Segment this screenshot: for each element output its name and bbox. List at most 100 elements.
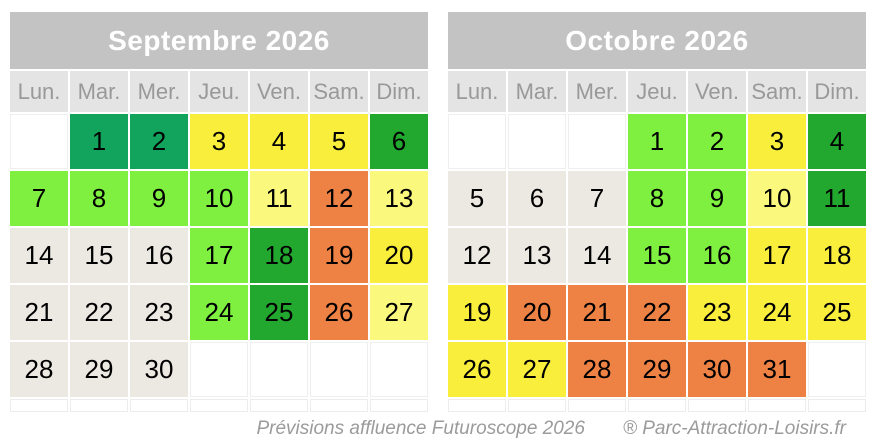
calendar-october: Octobre 2026 Lun. Mar. Mer. Jeu. Ven. Sam. Dim… [448,12,866,414]
spacer-cell [10,399,68,412]
spacer-cell [448,399,506,412]
calendar-day-cell: 22 [70,285,128,340]
calendar-day-cell: 16 [130,228,188,283]
calendar-day-cell: 12 [448,228,506,283]
spacer-cell [688,399,746,412]
calendar-week-row: 21 22 23 24 25 26 27 [10,285,428,340]
weekday-header-row: Lun. Mar. Mer. Jeu. Ven. Sam. Dim. [448,71,866,112]
calendar-day-cell: 15 [70,228,128,283]
calendar-day-cell: 2 [688,114,746,169]
calendar-day-cell: 23 [688,285,746,340]
calendar-week-row: 12 13 14 15 16 17 18 [448,228,866,283]
calendar-empty-cell [568,114,626,169]
weekday-header: Jeu. [190,71,248,112]
calendar-day-cell: 15 [628,228,686,283]
weekday-header: Mar. [70,71,128,112]
calendar-empty-cell [370,342,428,397]
calendar-day-cell: 21 [568,285,626,340]
calendar-day-cell: 9 [688,171,746,226]
calendar-week-row: 19 20 21 22 23 24 25 [448,285,866,340]
weekday-header: Mer. [568,71,626,112]
calendar-day-cell: 7 [568,171,626,226]
calendar-day-cell: 19 [310,228,368,283]
calendar-day-cell: 28 [10,342,68,397]
calendar-bottom-spacer-row [10,399,428,412]
calendar-day-cell: 6 [370,114,428,169]
calendar-week-row: 28 29 30 [10,342,428,397]
spacer-cell [310,399,368,412]
spacer-cell [190,399,248,412]
calendar-grid-september: 1 2 3 4 5 6 7 8 9 10 11 12 13 14 15 16 17 18 19 20 21 22 23 24 2… [10,114,428,397]
calendar-day-cell: 20 [508,285,566,340]
calendar-day-cell: 11 [250,171,308,226]
calendar-day-cell: 25 [250,285,308,340]
weekday-header: Jeu. [628,71,686,112]
calendar-day-cell: 8 [70,171,128,226]
calendar-day-cell: 4 [250,114,308,169]
spacer-cell [628,399,686,412]
calendar-day-cell: 26 [448,342,506,397]
calendar-day-cell: 11 [808,171,866,226]
calendar-day-cell: 13 [370,171,428,226]
calendar-day-cell: 30 [688,342,746,397]
calendar-day-cell: 10 [748,171,806,226]
spacer-cell [130,399,188,412]
calendar-day-cell: 2 [130,114,188,169]
calendar-day-cell: 31 [748,342,806,397]
calendar-day-cell: 16 [688,228,746,283]
calendar-day-cell: 24 [748,285,806,340]
calendar-empty-cell [508,114,566,169]
calendar-empty-cell [310,342,368,397]
calendar-day-cell: 5 [310,114,368,169]
calendar-week-row: 7 8 9 10 11 12 13 [10,171,428,226]
calendar-bottom-spacer-row [448,399,866,412]
weekday-header: Ven. [250,71,308,112]
weekday-header: Sam. [310,71,368,112]
calendar-day-cell: 14 [10,228,68,283]
calendar-day-cell: 1 [70,114,128,169]
calendar-day-cell: 25 [808,285,866,340]
calendar-day-cell: 9 [130,171,188,226]
calendar-day-cell: 10 [190,171,248,226]
calendar-day-cell: 17 [748,228,806,283]
calendar-title-october: Octobre 2026 [448,12,866,69]
spacer-cell [508,399,566,412]
footer: Prévisions affluence Futuroscope 2026 ® … [256,418,846,440]
calendar-day-cell: 22 [628,285,686,340]
calendar-empty-cell [190,342,248,397]
weekday-header-row: Lun. Mar. Mer. Jeu. Ven. Sam. Dim. [10,71,428,112]
calendar-day-cell: 17 [190,228,248,283]
weekday-header: Mer. [130,71,188,112]
calendar-day-cell: 3 [748,114,806,169]
spacer-cell [808,399,866,412]
weekday-header: Lun. [10,71,68,112]
calendar-day-cell: 4 [808,114,866,169]
calendar-day-cell: 23 [130,285,188,340]
calendar-day-cell: 14 [568,228,626,283]
spacer-cell [748,399,806,412]
calendar-day-cell: 19 [448,285,506,340]
footer-caption: Prévisions affluence Futuroscope 2026 [256,418,585,439]
calendar-week-row: 5 6 7 8 9 10 11 [448,171,866,226]
calendars-container: Septembre 2026 Lun. Mar. Mer. Jeu. Ven. Sam. D… [10,12,866,414]
spacer-cell [250,399,308,412]
weekday-header: Lun. [448,71,506,112]
calendar-day-cell: 30 [130,342,188,397]
calendar-day-cell: 27 [508,342,566,397]
calendar-day-cell: 29 [70,342,128,397]
calendar-day-cell: 21 [10,285,68,340]
calendar-day-cell: 3 [190,114,248,169]
weekday-header: Dim. [808,71,866,112]
calendar-day-cell: 13 [508,228,566,283]
spacer-cell [370,399,428,412]
spacer-cell [70,399,128,412]
weekday-header: Dim. [370,71,428,112]
calendar-week-row: 26 27 28 29 30 31 [448,342,866,397]
calendar-empty-cell [250,342,308,397]
footer-brand: ® Parc-Attraction-Loisirs.fr [622,418,846,439]
calendar-day-cell: 29 [628,342,686,397]
calendar-day-cell: 28 [568,342,626,397]
calendar-day-cell: 18 [250,228,308,283]
calendar-day-cell: 7 [10,171,68,226]
